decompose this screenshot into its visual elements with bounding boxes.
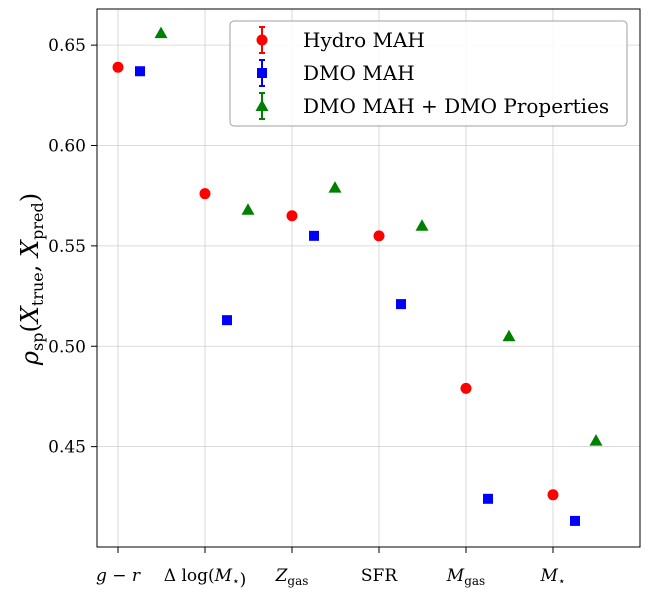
legend: Hydro MAH DMO MAH DMO MAH + DMO Properties [229,20,628,127]
y-label-rho: ρ [16,351,44,366]
x-tick-label: Mgas [446,566,485,588]
x-tick-label: M⋆ [540,566,566,588]
point-triangle [154,26,168,39]
point-circle [547,489,559,501]
point-square [483,493,493,504]
y-tick-label: 0.55 [48,237,86,257]
x-tick-label: g − r [96,566,141,586]
point-square [135,66,145,77]
point-triangle [241,203,255,215]
data-marks [112,26,603,526]
point-square [222,315,232,326]
point-circle [286,210,298,222]
y-label-sub-pred: pred [28,202,47,240]
point-square [396,299,406,310]
y-label-paren: ( [16,323,44,332]
legend-marker-square [257,68,267,78]
point-circle [199,188,211,200]
point-triangle [415,219,429,231]
y-label-close: ) [16,193,44,202]
y-label-comma: , [16,257,44,272]
x-tick-label: Zgas [275,566,309,588]
y-tick-label: 0.60 [48,137,86,157]
legend-marker-triangle [255,99,269,111]
axis-ticks: 0.45 0.50 0.55 0.60 0.65 g − r Δ log(M⋆) Zgas SF… [48,36,565,590]
x-tick-label: Δ log(M⋆) [164,566,246,590]
y-label-sub-sp: sp [28,333,47,351]
x-tick-label: SFR [361,566,398,586]
point-circle [373,230,385,242]
plot-frame [96,8,641,548]
y-tick-label: 0.45 [48,438,86,458]
point-triangle [589,434,603,446]
point-square [309,230,319,241]
legend-box [229,20,628,127]
point-triangle [502,329,516,342]
y-label-x2: X [16,239,44,259]
legend-label: DMO MAH [303,61,415,85]
legend-label: Hydro MAH [303,28,425,52]
y-label-sub-true: true [28,272,47,306]
y-label-x1: X [16,305,44,325]
point-square [570,515,580,526]
y-axis-label: ρsp(Xtrue, Xpred) [16,193,47,366]
point-circle [460,382,472,394]
legend-label: DMO MAH + DMO Properties [303,94,609,118]
y-tick-label: 0.50 [48,337,86,357]
legend-marker-circle [256,34,268,46]
y-tick-label: 0.65 [48,36,86,56]
point-circle [112,61,124,73]
point-triangle [328,181,342,193]
